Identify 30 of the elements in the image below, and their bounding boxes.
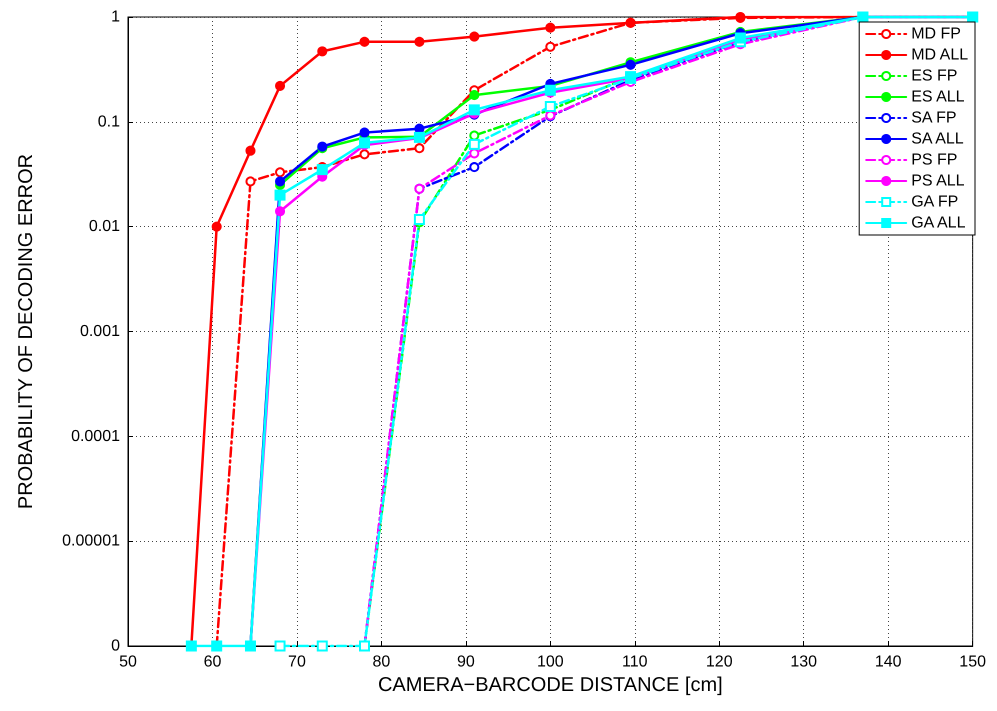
legend-label: SA FP (911, 110, 957, 126)
x-tick-label: 120 (706, 654, 733, 670)
legend-label: ES ALL (911, 88, 965, 106)
x-tick-label: 80 (372, 654, 390, 670)
legend-label: MD ALL (911, 46, 968, 64)
x-tick-label: 50 (119, 654, 137, 670)
legend-label: MD FP (911, 26, 961, 42)
legend-label: PS ALL (911, 172, 965, 190)
legend-label: ES FP (911, 68, 958, 84)
x-tick-label: 140 (874, 654, 902, 670)
x-tick-label: 90 (456, 654, 475, 670)
y-tick-label: 0.0001 (71, 428, 120, 445)
x-tick-label: 110 (622, 654, 648, 670)
x-tick-label: 60 (204, 654, 222, 670)
legend-label: GA FP (911, 194, 958, 210)
y-tick-label: 0.1 (98, 113, 120, 130)
y-tick-label: 1 (111, 8, 120, 26)
x-tick-label: 150 (959, 654, 986, 670)
x-axis-title: CAMERA−BARCODE DISTANCE [cm] (378, 674, 723, 696)
x-tick-label: 130 (790, 654, 818, 670)
y-axis-title: PROBABILITY OF DECODING ERROR (15, 154, 37, 510)
y-tick-label: 0.01 (88, 218, 120, 236)
x-tick-label: 70 (288, 654, 306, 670)
legend-label: PS FP (911, 152, 958, 168)
x-tick-label: 100 (536, 654, 564, 670)
y-tick-label: 0.001 (80, 323, 120, 340)
y-tick-label: 0 (111, 638, 120, 654)
y-tick-label: 0.00001 (62, 532, 120, 550)
legend-label: SA ALL (911, 130, 964, 148)
legend-label: GA ALL (911, 214, 966, 232)
